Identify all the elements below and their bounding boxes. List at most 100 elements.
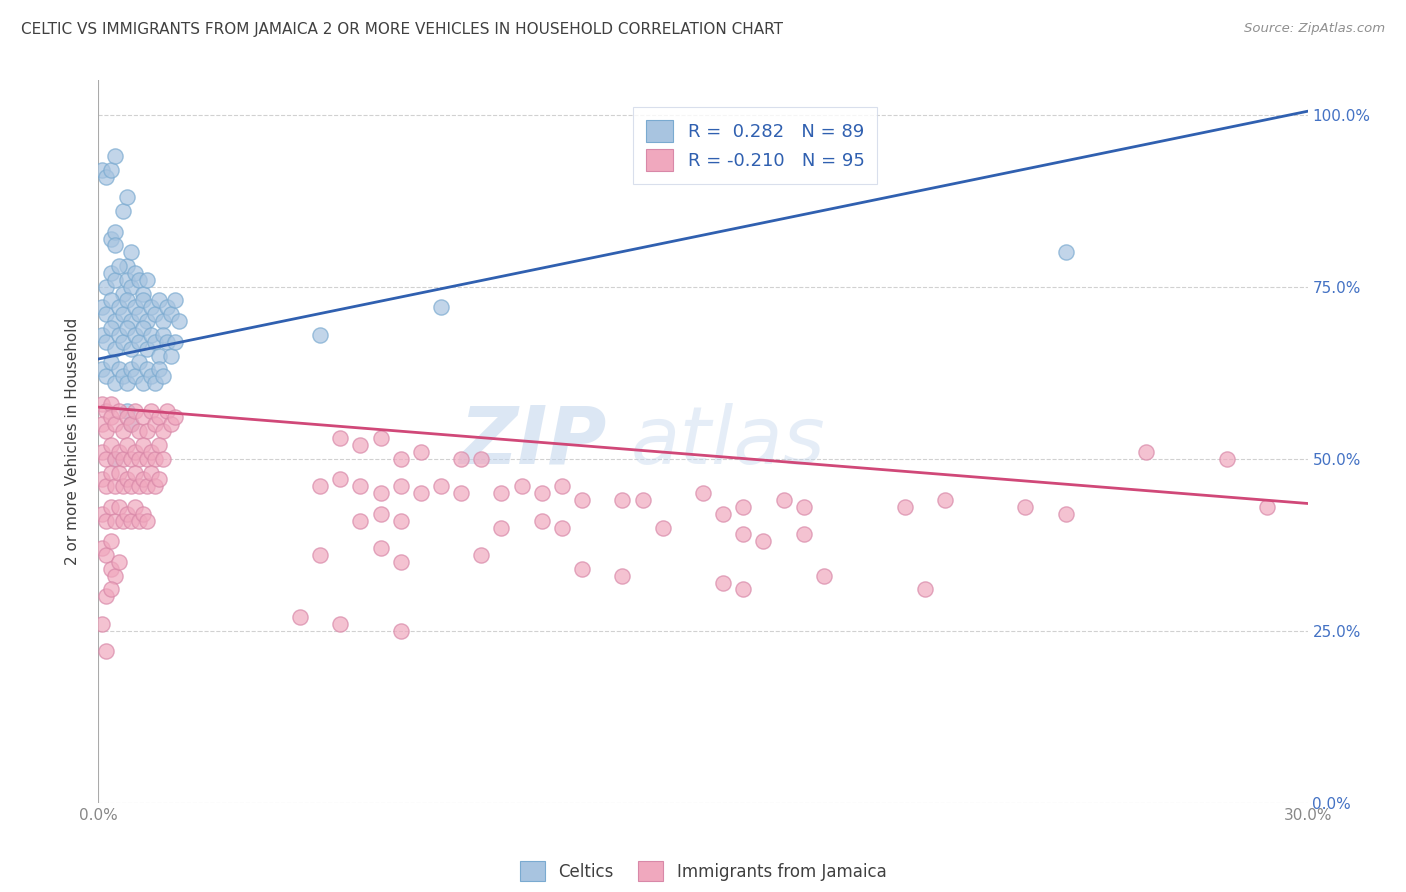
Point: [772, 493, 794, 508]
Point: [120, 314, 142, 328]
Point: [91, 541, 114, 556]
Point: [143, 334, 166, 349]
Point: [103, 149, 125, 163]
Point: [309, 327, 332, 342]
Point: [934, 493, 956, 508]
Legend: Celtics, Immigrants from Jamaica: Celtics, Immigrants from Jamaica: [513, 855, 893, 888]
Point: [1256, 500, 1278, 514]
Point: [96, 548, 118, 562]
Point: [612, 493, 634, 508]
Point: [103, 568, 125, 582]
Point: [100, 162, 122, 177]
Point: [510, 479, 533, 493]
Point: [107, 362, 129, 376]
Point: [107, 555, 129, 569]
Point: [132, 321, 155, 335]
Point: [107, 466, 129, 480]
Point: [115, 293, 138, 308]
Point: [167, 314, 190, 328]
Point: [893, 500, 915, 514]
Point: [692, 486, 714, 500]
Point: [96, 424, 118, 438]
Point: [160, 417, 183, 432]
Point: [571, 562, 593, 576]
Point: [120, 451, 142, 466]
Point: [111, 514, 134, 528]
Point: [96, 169, 118, 184]
Point: [120, 417, 142, 432]
Point: [132, 376, 155, 390]
Point: [132, 507, 155, 521]
Point: [107, 259, 129, 273]
Point: [91, 507, 114, 521]
Point: [143, 479, 166, 493]
Point: [135, 362, 157, 376]
Point: [148, 410, 170, 425]
Point: [96, 403, 118, 417]
Point: [111, 479, 134, 493]
Point: [96, 451, 118, 466]
Point: [430, 479, 453, 493]
Point: [132, 438, 155, 452]
Point: [91, 327, 114, 342]
Point: [793, 527, 815, 541]
Point: [139, 466, 162, 480]
Point: [733, 582, 755, 597]
Point: [115, 410, 138, 425]
Point: [100, 231, 122, 245]
Text: ZIP: ZIP: [458, 402, 606, 481]
Point: [135, 273, 157, 287]
Point: [107, 403, 129, 417]
Point: [91, 445, 114, 459]
Point: [111, 424, 134, 438]
Point: [91, 616, 114, 631]
Point: [163, 293, 186, 308]
Point: [389, 555, 412, 569]
Point: [349, 438, 371, 452]
Point: [156, 403, 179, 417]
Point: [813, 568, 835, 582]
Point: [135, 451, 157, 466]
Point: [135, 514, 157, 528]
Point: [450, 451, 472, 466]
Point: [389, 451, 412, 466]
Point: [120, 279, 142, 293]
Point: [111, 369, 134, 384]
Point: [309, 479, 332, 493]
Point: [349, 514, 371, 528]
Point: [711, 575, 734, 590]
Point: [370, 507, 392, 521]
Point: [139, 301, 162, 315]
Point: [1135, 445, 1157, 459]
Point: [128, 451, 150, 466]
Point: [103, 238, 125, 252]
Point: [128, 355, 150, 369]
Point: [329, 472, 352, 486]
Point: [103, 451, 125, 466]
Point: [370, 431, 392, 445]
Point: [914, 582, 936, 597]
Point: [139, 327, 162, 342]
Point: [124, 500, 146, 514]
Point: [551, 520, 574, 534]
Point: [139, 369, 162, 384]
Point: [124, 266, 146, 280]
Point: [551, 479, 574, 493]
Point: [103, 376, 125, 390]
Point: [91, 417, 114, 432]
Point: [132, 293, 155, 308]
Point: [530, 486, 553, 500]
Point: [571, 493, 593, 508]
Point: [389, 624, 412, 638]
Point: [115, 259, 138, 273]
Point: [128, 424, 150, 438]
Text: atlas: atlas: [630, 402, 825, 481]
Point: [733, 527, 755, 541]
Point: [470, 548, 492, 562]
Point: [96, 590, 118, 604]
Point: [91, 301, 114, 315]
Point: [111, 451, 134, 466]
Point: [450, 486, 472, 500]
Point: [409, 486, 432, 500]
Point: [370, 541, 392, 556]
